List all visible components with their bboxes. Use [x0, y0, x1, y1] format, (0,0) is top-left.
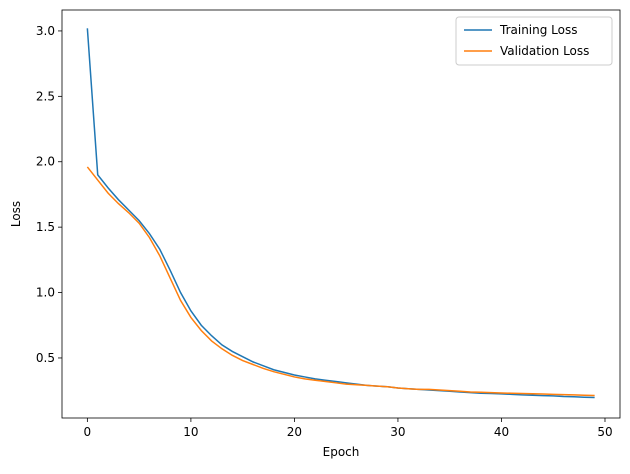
legend-box	[455, 16, 613, 66]
y-axis-label: Loss	[9, 201, 23, 227]
x-axis-label: Epoch	[323, 445, 360, 459]
x-tick-label: 10	[183, 425, 198, 439]
plot-frame	[61, 9, 621, 419]
x-tick-label: 50	[597, 425, 612, 439]
y-tick-label: 0.5	[36, 351, 55, 365]
x-tick-label: 30	[390, 425, 405, 439]
legend-label: Training Loss	[499, 23, 577, 37]
legend-label: Validation Loss	[500, 44, 589, 58]
line	[86, 28, 595, 399]
line	[86, 166, 595, 397]
y-tick-label: 1.5	[36, 220, 55, 234]
y-tick-label: 3.0	[36, 24, 55, 38]
y-tick-label: 2.0	[36, 155, 55, 169]
y-tick-label: 2.5	[36, 89, 55, 103]
x-tick-label: 0	[84, 425, 92, 439]
x-tick-label: 20	[287, 425, 302, 439]
y-tick-label: 1.0	[36, 286, 55, 300]
x-tick-label: 40	[494, 425, 509, 439]
